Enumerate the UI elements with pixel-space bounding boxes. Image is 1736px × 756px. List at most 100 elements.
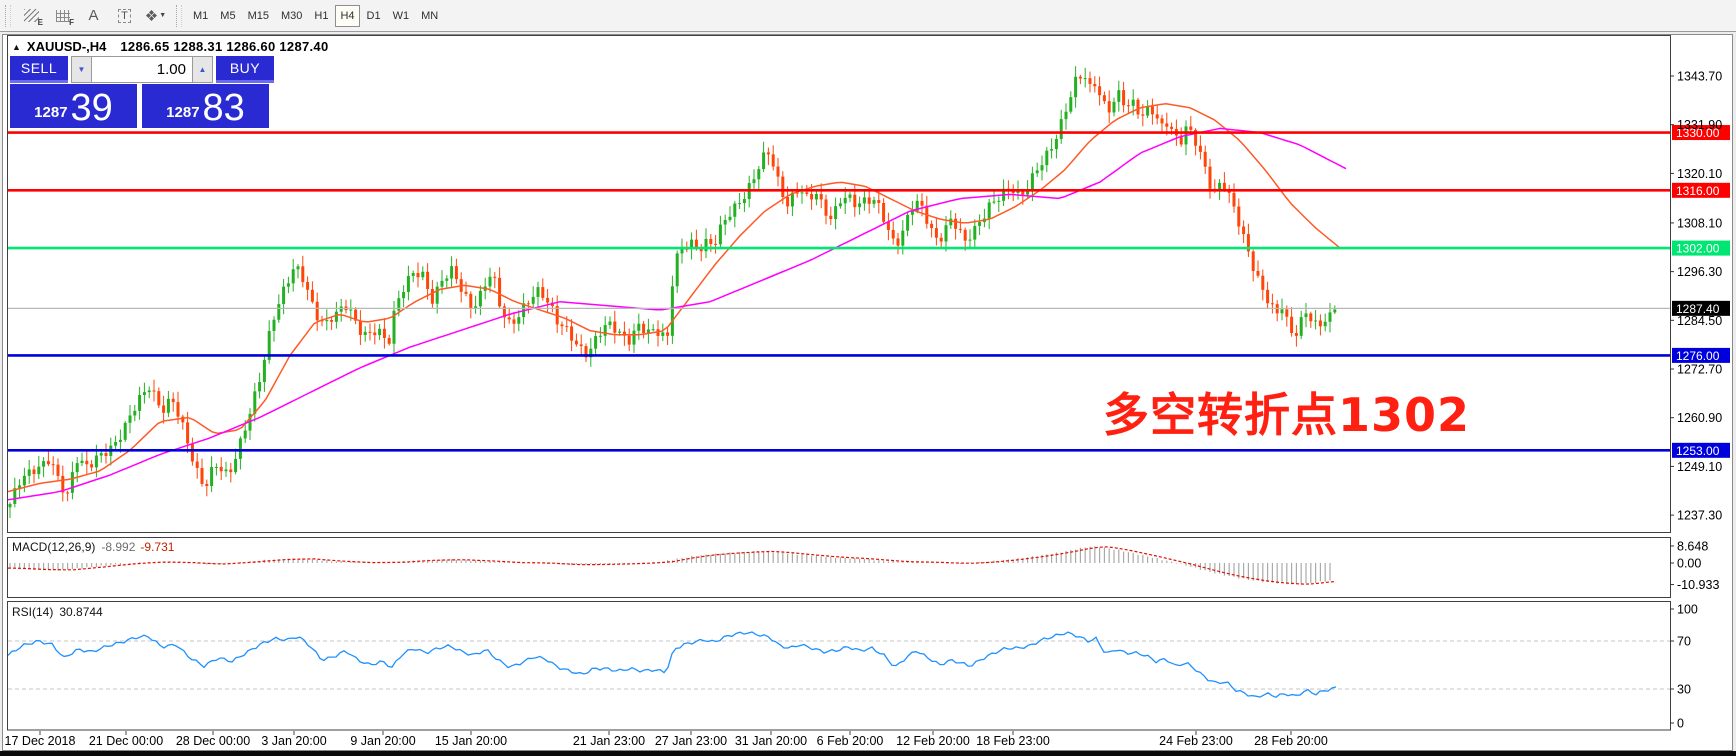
ma-fast-line: [8, 103, 1346, 493]
rsi-axis-label: 30: [1677, 683, 1691, 697]
x-axis-tick-label: 6 Feb 20:00: [817, 734, 884, 748]
bottom-bar: [0, 751, 1736, 756]
text-glyph: A: [88, 7, 99, 24]
collapse-trade-panel-icon[interactable]: ▲: [12, 41, 21, 52]
timeframe-button-mn[interactable]: MN: [421, 9, 439, 22]
sell-price-big: 39: [70, 86, 113, 129]
text-tool-icon[interactable]: A: [80, 4, 107, 28]
y-axis-tick-label: 1237.30: [1677, 509, 1722, 523]
chart-window: [2, 34, 1733, 751]
price-level-badge: [1672, 442, 1730, 458]
volume-increase-button[interactable]: ▲: [192, 56, 213, 83]
x-axis-tick-label: 28 Feb 20:00: [1254, 734, 1328, 748]
timeframe-button-m1[interactable]: M1: [193, 9, 209, 22]
arrows-tool-icon[interactable]: ❖ ▼: [142, 4, 169, 28]
x-axis-tick-label: 28 Dec 00:00: [176, 734, 250, 748]
y-axis-tick-label: 1296.30: [1677, 265, 1722, 279]
candlesticks: [8, 66, 1337, 519]
one-click-trade-panel: SELL ▼ ▲ BUY 1287 39 1287 83: [10, 56, 278, 128]
price-level-badge: [1672, 347, 1730, 363]
macd-panel-frame: [7, 537, 1671, 598]
label-tool-icon[interactable]: T: [111, 4, 138, 28]
grid-icon: [55, 9, 70, 22]
x-axis-tick-label: 18 Feb 23:00: [976, 734, 1050, 748]
y-axis-tick-label: 1284.50: [1677, 314, 1722, 328]
channels-tool-icon[interactable]: E: [18, 4, 45, 28]
current-price-badge-text: 1287.40: [1676, 302, 1720, 316]
chart-title: ▲ XAUUSD-,H4 1286.65 1288.31 1286.60 128…: [12, 39, 329, 54]
x-axis-tick-label: 17 Dec 2018: [5, 734, 76, 748]
sell-price-box[interactable]: 1287 39: [10, 84, 137, 128]
macd-value-main: -8.992: [101, 540, 136, 554]
rsi-axis-label: 100: [1677, 603, 1698, 617]
timeframe-button-m30[interactable]: M30: [280, 9, 303, 22]
buy-price-big: 83: [202, 86, 245, 129]
buy-price-small: 1287: [166, 104, 200, 121]
y-axis-tick-label: 1308.10: [1677, 216, 1722, 230]
y-axis-tick-label: 1260.90: [1677, 411, 1722, 425]
y-axis-tick-label: 1320.10: [1677, 167, 1722, 181]
current-price-badge: [1672, 300, 1730, 316]
macd-axis-label: 0.00: [1677, 557, 1701, 571]
price-level-badge-text: 1330.00: [1676, 126, 1720, 140]
macd-name: MACD(12,26,9): [12, 540, 96, 554]
timeframe-button-h1[interactable]: H1: [314, 9, 329, 22]
fibonacci-tool-icon[interactable]: F: [49, 4, 76, 28]
toolbar-grip: [5, 4, 11, 27]
buy-button[interactable]: BUY: [216, 56, 274, 83]
hatch-lines-icon: [24, 9, 39, 22]
x-axis-tick-label: 9 Jan 20:00: [350, 734, 415, 748]
x-axis-tick-label: 3 Jan 20:00: [261, 734, 326, 748]
price-level-badge: [1672, 125, 1730, 141]
macd-value-signal: -9.731: [140, 540, 175, 554]
x-axis-tick-label: 27 Jan 23:00: [655, 734, 727, 748]
price-level-badge-text: 1253.00: [1676, 444, 1720, 458]
timeframe-button-h4[interactable]: H4: [335, 4, 360, 27]
toolbar-grip: [176, 4, 182, 27]
timeframe-group: M1 M5 M15 M30 H1 H4 D1 W1 MN: [187, 4, 444, 27]
x-axis-tick-label: 21 Dec 00:00: [89, 734, 163, 748]
timeframe-button-w1[interactable]: W1: [392, 9, 410, 22]
main-panel-frame: [7, 35, 1671, 533]
timeframe-button-d1[interactable]: D1: [366, 9, 381, 22]
chart-text-annotation: 多空转折点1302: [1103, 388, 1471, 442]
macd-signal-line: [8, 546, 1335, 585]
rsi-axis-label: 70: [1677, 635, 1691, 649]
price-level-badge-text: 1276.00: [1676, 349, 1720, 363]
volume-input[interactable]: [92, 56, 192, 83]
price-level-badge: [1672, 240, 1730, 256]
chevron-down-icon: ▼: [159, 12, 167, 19]
macd-label: MACD(12,26,9) -8.992 -9.731: [12, 540, 174, 554]
price-level-badge: [1672, 182, 1730, 198]
rsi-value: 30.8744: [59, 605, 103, 619]
volume-decrease-button[interactable]: ▼: [71, 56, 92, 83]
rsi-name: RSI(14): [12, 605, 54, 619]
macd-histogram: [9, 546, 1331, 585]
x-axis-tick-label: 15 Jan 20:00: [435, 734, 507, 748]
x-axis-tick-label: 21 Jan 23:00: [573, 734, 645, 748]
sell-price-small: 1287: [34, 104, 68, 121]
sell-button[interactable]: SELL: [10, 56, 68, 83]
rsi-panel-frame: [7, 601, 1671, 731]
rsi-line: [8, 631, 1337, 699]
y-axis-tick-label: 1343.70: [1677, 70, 1722, 84]
ma-slow-line: [8, 127, 1347, 501]
x-axis-tick-label: 31 Jan 20:00: [735, 734, 807, 748]
toolbar: E F A T ❖ ▼ M1 M5 M15 M30 H1 H4 D1 W1 MN: [0, 0, 1736, 32]
x-axis-tick-label: 24 Feb 23:00: [1159, 734, 1233, 748]
macd-axis-label: -10.933: [1677, 578, 1719, 592]
y-axis-tick-label: 1272.70: [1677, 363, 1722, 377]
buy-price-box[interactable]: 1287 83: [142, 84, 269, 128]
timeframe-button-m5[interactable]: M5: [220, 9, 236, 22]
timeframe-button-m15[interactable]: M15: [247, 9, 269, 22]
rsi-label: RSI(14) 30.8744: [12, 605, 103, 619]
ohlc-values: 1286.65 1288.31 1286.60 1287.40: [120, 39, 329, 54]
y-axis-tick-label: 1331.90: [1677, 118, 1722, 132]
symbol-label: XAUUSD-,H4: [26, 39, 107, 54]
arrows-glyph: ❖: [144, 7, 159, 25]
y-axis-tick-label: 1249.10: [1677, 460, 1722, 474]
price-level-badge-text: 1302.00: [1676, 242, 1720, 256]
rsi-axis-label: 0: [1677, 717, 1684, 731]
x-axis-tick-label: 12 Feb 20:00: [896, 734, 970, 748]
